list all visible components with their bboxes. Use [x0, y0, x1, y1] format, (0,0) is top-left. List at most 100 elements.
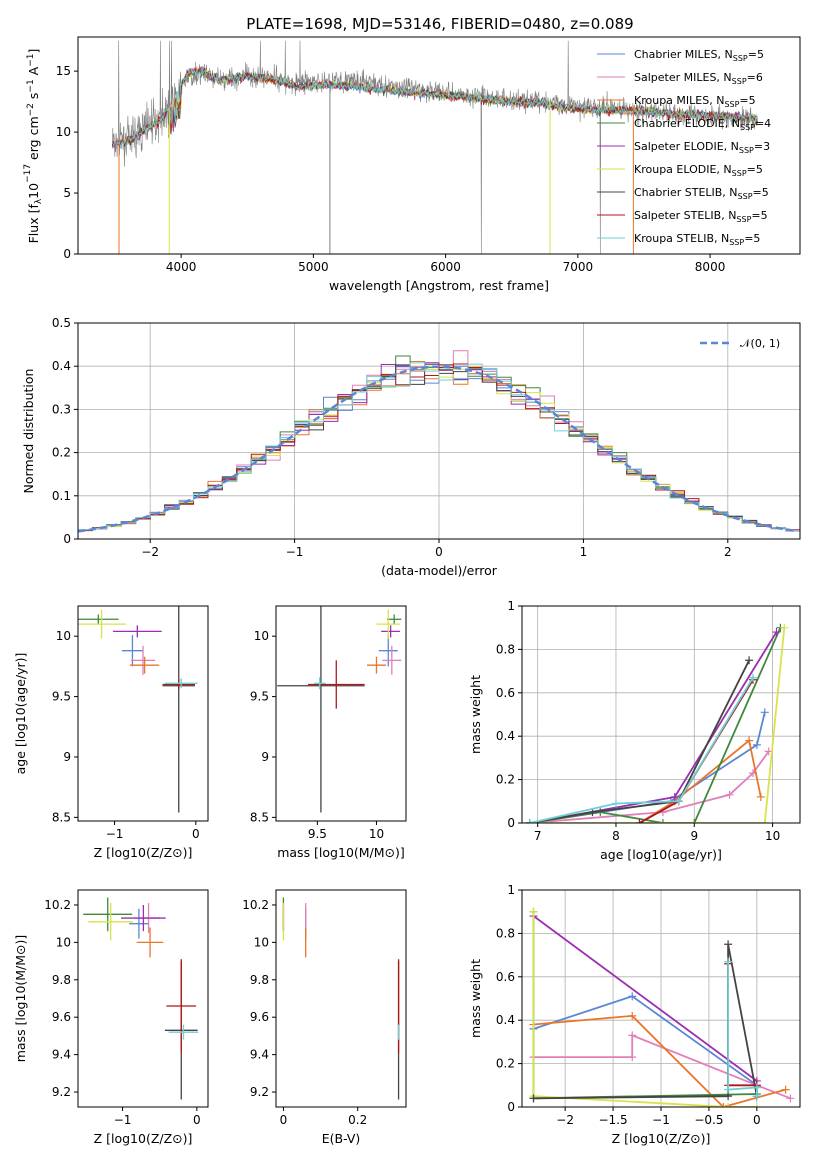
- errorbar-kroupa-miles: [136, 927, 164, 958]
- errorbar-chabrier-elodie: [387, 614, 402, 625]
- x-tick-label: 0: [435, 545, 443, 559]
- y-tick-label: 9.6: [52, 1010, 71, 1024]
- data-marker: [670, 792, 679, 801]
- y-tick-label: 9: [63, 750, 71, 764]
- x-axis-label: Z [log10(Z/Z⊙)]: [94, 845, 193, 860]
- y-tick-label: 0: [63, 532, 71, 546]
- errorbar-kroupa-miles: [367, 656, 386, 674]
- y-tick-label: 9.8: [250, 973, 269, 987]
- errorbar-kroupa-stelib: [164, 678, 198, 689]
- x-tick-label: 2: [724, 545, 732, 559]
- data-marker: [724, 957, 733, 966]
- x-tick-label: 0: [753, 1113, 761, 1127]
- data-marker: [780, 623, 789, 632]
- plot-area: [83, 897, 199, 1100]
- data-marker: [756, 792, 765, 801]
- y-tick-label: 0: [507, 816, 515, 830]
- y-tick-label: 10.2: [44, 898, 71, 912]
- histogram-kroupa-stelib: [78, 362, 800, 534]
- errorbar-kroupa-stelib: [168, 1024, 199, 1040]
- errorbar-salpeter-stelib: [166, 959, 197, 1053]
- y-tick-label: 0.2: [52, 446, 71, 460]
- x-tick-label: 1: [580, 545, 588, 559]
- data-marker: [772, 628, 781, 637]
- errorbar-salpeter-elodie: [381, 625, 401, 638]
- x-tick-label: −2: [141, 545, 159, 559]
- x-tick-label: 8000: [695, 260, 726, 274]
- data-marker: [658, 819, 667, 823]
- errorbar-chabrier-elodie: [83, 897, 133, 932]
- data-marker: [745, 736, 754, 745]
- y-axis-label: mass weight: [468, 959, 483, 1038]
- y-tick-label: 0: [63, 247, 71, 261]
- x-tick-label: 4000: [166, 260, 197, 274]
- errorbar-chabrier-miles: [378, 634, 398, 667]
- y-axis-label: age [log10(age/yr)]: [13, 653, 28, 775]
- plot-area: [78, 350, 800, 534]
- x-tick-label: 9.5: [308, 827, 327, 841]
- series-salpeter-elodie: [525, 628, 781, 823]
- y-tick-label: 9.6: [250, 1010, 269, 1024]
- age-vs-metallicity-plot: −1 0 8.5 9 9.5 10 Z [log10(Z/Z⊙)] age [log10(ag…: [13, 605, 209, 860]
- y-tick-label: 0.2: [496, 1057, 515, 1071]
- errorbar-kroupa-elodie: [78, 609, 126, 639]
- y-tick-label: 0.3: [52, 402, 71, 416]
- legend-entry: Chabrier STELIB, NSSP=5: [634, 186, 769, 201]
- plot-area: [78, 606, 198, 813]
- data-marker: [525, 819, 534, 823]
- y-tick-label: 0.4: [52, 359, 71, 373]
- data-marker: [628, 1011, 637, 1020]
- errorbar-kroupa-stelib: [313, 677, 326, 690]
- x-tick-label: 0.2: [348, 1113, 367, 1127]
- axes-frame: [275, 605, 407, 822]
- series-kroupa-elodie: [525, 623, 789, 823]
- mass-vs-metallicity-plot: −1 0 9.2 9.4 9.6 9.8 10 10.2 Z [log10(Z/Z⊙)] mass…: [13, 889, 209, 1146]
- mass-vs-extinction-plot: 0 0.2 9.2 9.4 9.6 9.8 10 10.2 E(B-V): [242, 889, 407, 1146]
- data-marker: [745, 656, 754, 665]
- y-tick-label: 9.4: [52, 1048, 71, 1062]
- y-tick-label: 9.5: [52, 690, 71, 704]
- errorbar-chabrier-miles: [129, 908, 149, 939]
- data-marker: [724, 940, 733, 949]
- legend-entry: Salpeter MILES, NSSP=6: [634, 71, 763, 86]
- data-marker: [752, 1103, 761, 1107]
- y-tick-label: 0.4: [496, 729, 515, 743]
- legend-entry: Kroupa STELIB, NSSP=5: [634, 232, 760, 247]
- data-marker: [781, 1085, 790, 1094]
- y-tick-label: 1: [507, 599, 515, 613]
- y-tick-label: 0: [507, 1100, 515, 1114]
- errorbar-chabrier-stelib: [277, 606, 365, 813]
- y-tick-label: 5: [63, 186, 71, 200]
- plot-area: [282, 897, 400, 1100]
- errorbar-salpeter-elodie: [112, 625, 162, 638]
- x-tick-label: −1: [106, 827, 124, 841]
- series-salpeter-elodie: [529, 912, 761, 1085]
- series-chabrier-miles: [525, 708, 769, 823]
- series-chabrier-stelib: [525, 656, 754, 823]
- x-tick-label: 7: [534, 829, 542, 843]
- y-tick-label: 0.6: [496, 686, 515, 700]
- errorbar-salpeter-miles: [130, 645, 156, 675]
- legend-entry: Chabrier ELODIE, NSSP=4: [634, 117, 771, 132]
- x-tick-label: −1: [652, 1113, 670, 1127]
- y-tick-label: 15: [56, 64, 71, 78]
- y-tick-label: 0.2: [496, 773, 515, 787]
- data-marker: [635, 819, 644, 823]
- x-tick-label: 5000: [298, 260, 329, 274]
- y-axis-label: Normed distribution: [21, 369, 36, 494]
- y-tick-label: 0.5: [52, 316, 71, 330]
- y-tick-label: 10: [56, 629, 71, 643]
- legend-entry: Kroupa MILES, NSSP=5: [634, 94, 756, 109]
- y-tick-label: 9.5: [250, 690, 269, 704]
- legend-entry: Salpeter ELODIE, NSSP=3: [634, 140, 770, 155]
- data-marker: [719, 1103, 728, 1107]
- data-marker: [611, 799, 620, 808]
- mass-weight-vs-age-plot: 7 8 9 10 0 0.2 0.4 0.6 0.8 1 age [log10(age/yr)] ma…: [468, 599, 801, 862]
- model-spectrum-kroupa-stelib: [112, 66, 758, 148]
- svg-text:Flux [fλ10−17 erg cm−2 s−1 A−1: Flux [fλ10−17 erg cm−2 s−1 A−1]: [23, 49, 44, 244]
- y-tick-label: 0.4: [496, 1013, 515, 1027]
- errorbar-salpeter-miles: [382, 645, 402, 675]
- errorbar-salpeter-elodie: [121, 904, 166, 932]
- axes-frame: [77, 605, 209, 822]
- errorbar-chabrier-miles: [121, 634, 143, 667]
